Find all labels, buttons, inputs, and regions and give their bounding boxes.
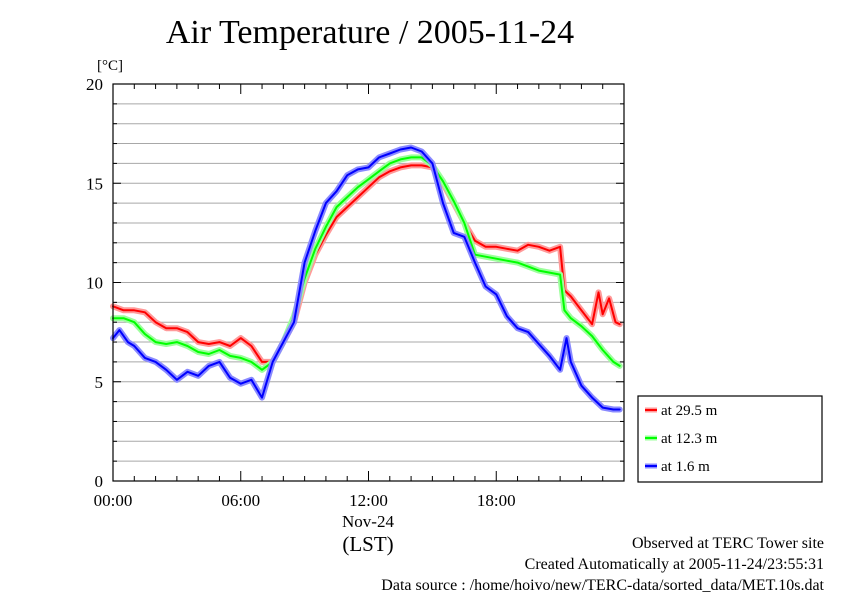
grid-lines bbox=[113, 103, 624, 462]
series-line-2 bbox=[112, 146, 621, 411]
series-line-1 bbox=[112, 156, 621, 371]
y-tick-label: 0 bbox=[95, 472, 104, 491]
y-tick-label: 10 bbox=[86, 274, 103, 293]
y-tick-label: 20 bbox=[86, 75, 103, 94]
x-tick-label: 00:00 bbox=[94, 491, 133, 510]
legend-label: at 1.6 m bbox=[661, 459, 710, 475]
x-ticks: 00:00 06:00 12:00 18:00 bbox=[94, 84, 625, 510]
footer-source: Data source : /home/hoivo/new/TERC-data/… bbox=[381, 577, 824, 594]
chart-title: Air Temperature / 2005-11-24 bbox=[165, 14, 575, 51]
x-axis-label: (LST) bbox=[342, 532, 393, 556]
x-tick-label: 06:00 bbox=[221, 491, 260, 510]
y-tick-label: 15 bbox=[86, 174, 103, 193]
x-tick-label: 12:00 bbox=[349, 491, 388, 510]
y-ticks: 0 5 10 15 20 bbox=[86, 75, 624, 491]
series-line-0 bbox=[112, 164, 621, 363]
y-tick-label: 5 bbox=[95, 373, 104, 392]
x-tick-label: 18:00 bbox=[477, 491, 516, 510]
y-axis-unit-label: [°C] bbox=[97, 58, 123, 74]
legend-label: at 29.5 m bbox=[661, 403, 718, 419]
legend: at 29.5 m at 12.3 m at 1.6 m bbox=[637, 395, 823, 483]
footer-notes: Observed at TERC Tower site Created Auto… bbox=[381, 533, 824, 596]
series-lines bbox=[110, 144, 623, 413]
footer-site: Observed at TERC Tower site bbox=[631, 535, 824, 552]
footer-created: Created Automatically at 2005-11-24/23:5… bbox=[524, 556, 824, 573]
legend-box bbox=[637, 395, 823, 483]
x-date-label: Nov-24 bbox=[342, 512, 394, 531]
legend-label: at 12.3 m bbox=[661, 431, 718, 447]
